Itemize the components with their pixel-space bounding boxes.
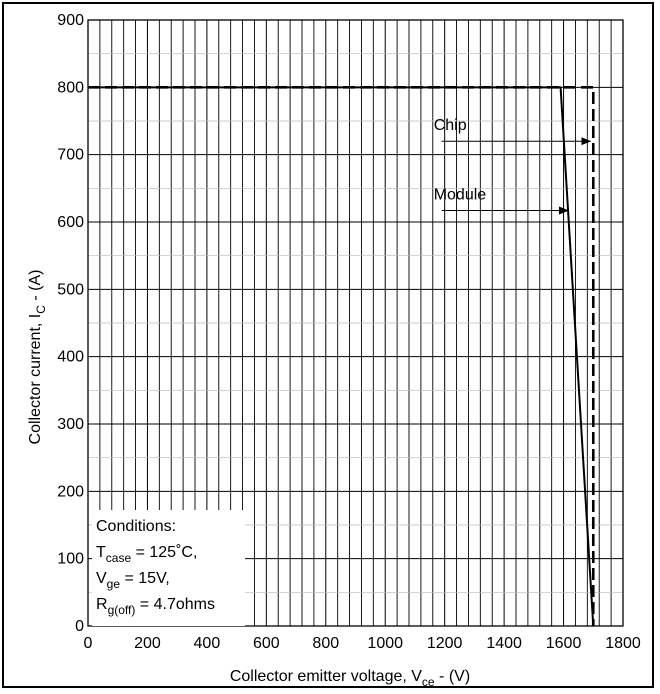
x-tick-label: 0 xyxy=(84,635,93,652)
condition-vge: Vge = 15V, xyxy=(96,570,170,591)
x-tick-label: 1600 xyxy=(546,635,582,652)
y-tick-label: 200 xyxy=(57,483,84,500)
x-tick-label: 600 xyxy=(253,635,280,652)
series-layer xyxy=(88,86,595,627)
y-tick-label: 600 xyxy=(57,214,84,231)
condition-rg: Rg(off) = 4.7ohms xyxy=(96,596,215,617)
annotation-label-chip: Chip xyxy=(434,117,467,134)
y-tick-label: 900 xyxy=(57,12,84,29)
condition-tcase: Tcase = 125˚C, xyxy=(96,544,197,565)
annotation-layer: Chip Module xyxy=(434,117,592,215)
tick-labels: 0 200 400 600 800 1000 1200 1400 1600 1800 0 100 200… xyxy=(57,12,641,652)
x-tick-label: 1400 xyxy=(486,635,522,652)
conditions-title: Conditions: xyxy=(96,518,176,535)
y-axis-label: Collector current, IC - (A) xyxy=(27,270,48,445)
y-tick-label: 800 xyxy=(57,79,84,96)
x-tick-label: 1800 xyxy=(605,635,641,652)
y-tick-label: 700 xyxy=(57,147,84,164)
x-tick-label: 1200 xyxy=(427,635,463,652)
conditions-background xyxy=(92,510,245,626)
annotation-label-module: Module xyxy=(434,187,487,204)
conditions-box: Conditions: Tcase = 125˚C, Vge = 15V, Rg… xyxy=(92,510,245,626)
y-tick-label: 300 xyxy=(57,416,84,433)
x-tick-label: 800 xyxy=(312,635,339,652)
chart-frame xyxy=(2,2,654,688)
y-tick-label: 400 xyxy=(57,349,84,366)
y-tick-label: 100 xyxy=(57,551,84,568)
x-tick-label: 200 xyxy=(134,635,161,652)
x-axis-label: Collector emitter voltage, Vce - (V) xyxy=(230,668,470,689)
y-tick-label: 0 xyxy=(75,618,84,635)
plot-border xyxy=(87,19,624,627)
y-tick-label: 500 xyxy=(57,281,84,298)
x-tick-label: 1000 xyxy=(367,635,403,652)
plot-area xyxy=(87,19,624,627)
x-tick-label: 400 xyxy=(194,635,221,652)
